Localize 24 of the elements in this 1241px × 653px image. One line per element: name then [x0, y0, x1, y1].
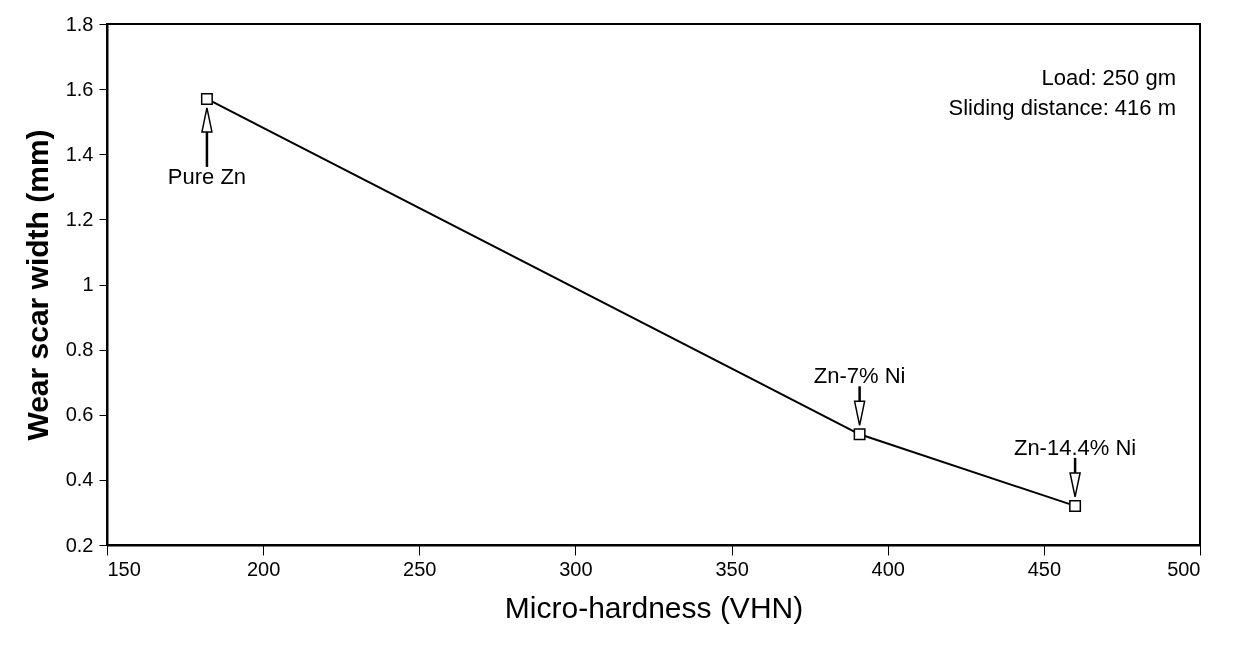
y-tick-label: 0.8 — [65, 338, 94, 361]
y-tick-label: 1.4 — [65, 142, 94, 165]
y-tick-label: 1 — [82, 273, 94, 295]
x-tick-label: 500 — [1167, 557, 1201, 580]
y-tick-label: 1.8 — [65, 12, 94, 35]
y-tick-label: 0.4 — [65, 468, 94, 491]
x-tick-label: 300 — [559, 557, 593, 580]
x-axis-title: Micro-hardness (VHN) — [504, 590, 804, 624]
x-tick-label: 400 — [871, 557, 905, 580]
annotation: Zn-7% Ni — [813, 363, 906, 389]
x-tick-label: 150 — [107, 557, 141, 580]
y-tick-label: 1.2 — [65, 207, 94, 230]
y-tick-label: 1.6 — [65, 77, 94, 100]
x-tick-label: 200 — [246, 557, 281, 580]
annotation: Zn-14.4% Ni — [1013, 434, 1137, 460]
annotation: Load: 250 gm — [1041, 65, 1176, 90]
y-tick-label: 0.6 — [65, 403, 94, 426]
annotation: Sliding distance: 416 m — [948, 95, 1176, 120]
annotation: Pure Zn — [167, 163, 247, 189]
y-tick-label: 0.2 — [65, 533, 94, 556]
x-tick-label: 350 — [715, 557, 749, 580]
x-tick-label: 450 — [1027, 557, 1062, 580]
y-axis-title: Wear scar width (mm) — [20, 129, 54, 441]
x-tick-label: 250 — [403, 557, 437, 580]
